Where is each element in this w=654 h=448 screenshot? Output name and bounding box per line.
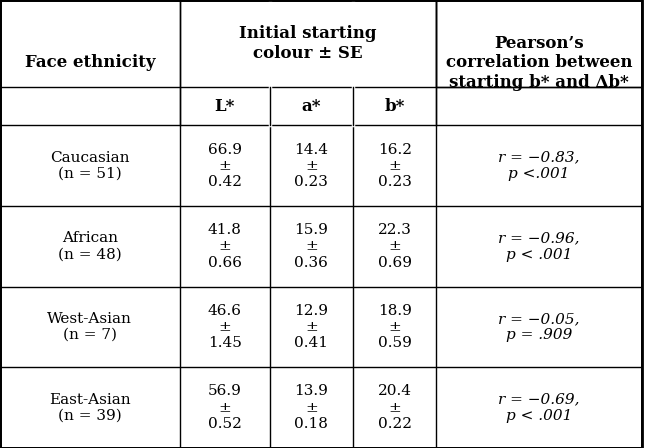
Text: b*: b* <box>385 98 405 115</box>
Text: 20.4
±
0.22: 20.4 ± 0.22 <box>378 384 412 431</box>
Text: 22.3
±
0.69: 22.3 ± 0.69 <box>378 223 412 270</box>
Text: 56.9
±
0.52: 56.9 ± 0.52 <box>208 384 241 431</box>
Text: r = −0.83,
p <.001: r = −0.83, p <.001 <box>498 151 580 181</box>
Text: 66.9
±
0.42: 66.9 ± 0.42 <box>208 142 241 189</box>
Bar <box>436 0 642 87</box>
Text: Initial starting
colour ± SE: Initial starting colour ± SE <box>239 26 377 62</box>
Text: r = −0.05,
p = .909: r = −0.05, p = .909 <box>498 312 580 342</box>
Text: West-Asian
(n = 7): West-Asian (n = 7) <box>48 312 132 342</box>
Text: East-Asian
(n = 39): East-Asian (n = 39) <box>49 392 131 423</box>
Text: 16.2
±
0.23: 16.2 ± 0.23 <box>378 142 412 189</box>
Text: 13.9
±
0.18: 13.9 ± 0.18 <box>294 384 328 431</box>
Text: Face ethnicity: Face ethnicity <box>25 54 155 71</box>
Text: 12.9
±
0.41: 12.9 ± 0.41 <box>294 304 328 350</box>
Text: 14.4
±
0.23: 14.4 ± 0.23 <box>294 142 328 189</box>
Text: Pearson’s
correlation between
starting b* and Δb*: Pearson’s correlation between starting b… <box>446 34 632 91</box>
Text: r = −0.69,
p < .001: r = −0.69, p < .001 <box>498 392 580 423</box>
Text: African
(n = 48): African (n = 48) <box>58 231 122 262</box>
Text: 46.6
±
1.45: 46.6 ± 1.45 <box>208 304 241 350</box>
Text: L*: L* <box>215 98 235 115</box>
Text: 41.8
±
0.66: 41.8 ± 0.66 <box>208 223 241 270</box>
Text: Caucasian
(n = 51): Caucasian (n = 51) <box>50 151 129 181</box>
Text: r = −0.96,
p < .001: r = −0.96, p < .001 <box>498 231 580 262</box>
Text: 15.9
±
0.36: 15.9 ± 0.36 <box>294 223 328 270</box>
Text: a*: a* <box>301 98 321 115</box>
Text: 18.9
±
0.59: 18.9 ± 0.59 <box>378 304 411 350</box>
